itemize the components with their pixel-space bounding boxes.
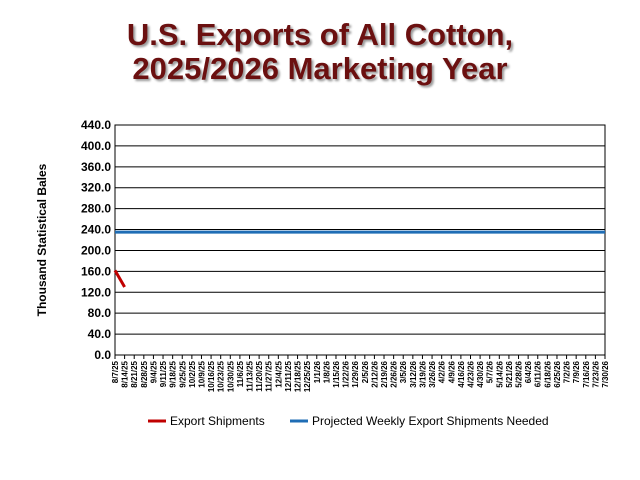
x-tick-label: 4/9/26 <box>447 360 456 383</box>
x-tick-label: 2/26/26 <box>390 360 399 387</box>
x-tick-label: 6/18/26 <box>543 360 552 387</box>
y-tick-label: 120.0 <box>81 285 111 299</box>
x-tick-label: 12/25/25 <box>303 360 312 392</box>
x-tick-label: 3/26/26 <box>428 360 437 387</box>
y-tick-label: 320.0 <box>81 181 111 195</box>
x-tick-label: 4/2/26 <box>438 360 447 383</box>
x-tick-label: 1/22/26 <box>342 360 351 387</box>
y-tick-label: 160.0 <box>81 264 111 278</box>
x-tick-label: 1/15/26 <box>332 360 341 387</box>
x-tick-label: 2/12/26 <box>370 360 379 387</box>
x-tick-label: 7/16/26 <box>582 360 591 387</box>
x-tick-label: 11/27/25 <box>265 360 274 391</box>
x-tick-label: 1/1/26 <box>313 360 322 383</box>
y-tick-label: 440.0 <box>81 118 111 132</box>
chart-title: U.S. Exports of All Cotton, 2025/2026 Ma… <box>126 17 514 86</box>
x-tick-label: 10/16/25 <box>207 360 216 392</box>
x-tick-label: 9/11/25 <box>159 360 168 387</box>
x-tick-label: 7/9/26 <box>572 360 581 383</box>
x-tick-label: 12/11/25 <box>284 360 293 391</box>
plot-border <box>114 124 606 356</box>
x-tick-label: 10/23/25 <box>217 360 226 392</box>
x-tick-label: 7/23/26 <box>591 360 600 387</box>
x-tick-label: 8/28/25 <box>140 360 149 387</box>
x-tick-label: 9/25/25 <box>178 360 187 387</box>
y-tick-label: 240.0 <box>81 223 111 237</box>
series-line <box>113 269 126 288</box>
x-tick-label: 7/2/26 <box>563 360 572 383</box>
x-tick-label: 8/14/25 <box>121 360 130 387</box>
x-tick-label: 3/19/26 <box>418 360 427 387</box>
x-tick-label: 10/30/25 <box>226 360 235 392</box>
x-tick-label: 11/13/25 <box>246 360 255 391</box>
x-tick-label: 3/5/26 <box>399 360 408 383</box>
x-tick-label: 4/23/26 <box>466 360 475 387</box>
x-tick-label: 10/2/25 <box>188 360 197 387</box>
x-tick-label: 2/19/26 <box>380 360 389 387</box>
x-tick-label: 1/8/26 <box>322 360 331 383</box>
x-tick-label: 6/4/26 <box>524 360 533 383</box>
x-tick-label: 4/16/26 <box>457 360 466 387</box>
x-tick-label: 1/29/26 <box>351 360 360 387</box>
x-tick-label: 9/18/25 <box>169 360 178 387</box>
x-tick-label: 11/20/25 <box>255 360 264 391</box>
x-tick-label: 12/4/25 <box>274 360 283 387</box>
y-tick-label: 0.0 <box>94 348 111 362</box>
x-tick-label: 5/21/26 <box>505 360 514 387</box>
x-tick-label: 11/6/25 <box>236 360 245 387</box>
x-tick-label: 5/14/26 <box>495 360 504 387</box>
x-tick-label: 3/12/26 <box>409 360 418 387</box>
x-tick-label: 6/25/26 <box>553 360 562 387</box>
y-tick-label: 40.0 <box>88 327 112 341</box>
x-tick-label: 12/18/25 <box>294 360 303 392</box>
x-tick-label: 5/28/26 <box>515 360 524 387</box>
x-tick-label: 10/9/25 <box>197 360 206 387</box>
x-tick-label: 5/7/26 <box>486 360 495 383</box>
x-tick-label: 9/4/25 <box>149 360 158 383</box>
legend-label: Export Shipments <box>170 414 265 428</box>
x-tick-label: 6/11/26 <box>534 360 543 387</box>
x-tick-label: 7/30/26 <box>601 360 610 387</box>
y-tick-label: 200.0 <box>81 243 111 257</box>
x-tick-label: 4/30/26 <box>476 360 485 387</box>
legend-label: Projected Weekly Export Shipments Needed <box>312 414 549 428</box>
y-tick-label: 80.0 <box>88 306 112 320</box>
y-tick-label: 360.0 <box>81 160 111 174</box>
x-tick-label: 8/21/25 <box>130 360 139 387</box>
x-tick-label: 2/5/26 <box>361 360 370 383</box>
y-axis-label: Thousand Statistical Bales <box>35 163 49 316</box>
y-tick-label: 400.0 <box>81 139 111 153</box>
y-tick-label: 280.0 <box>81 202 111 216</box>
x-tick-label: 8/7/25 <box>111 360 120 383</box>
